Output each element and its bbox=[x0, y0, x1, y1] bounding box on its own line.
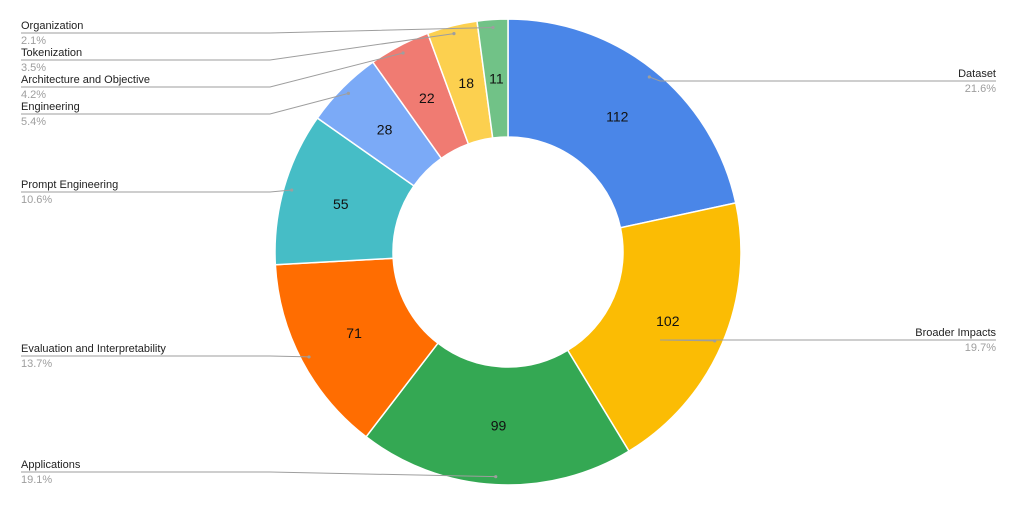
slice-value-engineering: 28 bbox=[377, 121, 393, 137]
leader-dot-tokenization bbox=[452, 31, 456, 36]
leader-line-applications bbox=[21, 471, 496, 478]
leader-dot-dataset bbox=[647, 75, 651, 79]
slice-value-evaluation-and-interpretability: 71 bbox=[346, 325, 362, 341]
leader-line-dataset bbox=[649, 76, 996, 82]
slice-percent-evaluation-and-interpretability: 13.7% bbox=[21, 358, 52, 370]
slice-value-broader-impacts: 102 bbox=[656, 313, 680, 329]
slice-value-architecture-and-objective: 22 bbox=[419, 90, 435, 106]
leader-line-tokenization bbox=[21, 33, 455, 61]
slice-value-organization: 11 bbox=[489, 70, 504, 86]
leader-line-broader-impacts bbox=[659, 339, 996, 342]
leader-lines-group bbox=[21, 25, 996, 479]
leader-line-evaluation-and-interpretability bbox=[21, 355, 309, 358]
leader-dot-organization bbox=[491, 25, 495, 30]
slice-label-prompt-engineering: Prompt Engineering bbox=[21, 179, 118, 191]
leader-dot-prompt-engineering bbox=[290, 188, 294, 192]
slice-percent-architecture-and-objective: 4.2% bbox=[21, 89, 46, 101]
leader-line-organization bbox=[21, 27, 494, 34]
leader-dot-broader-impacts bbox=[713, 339, 717, 343]
slice-organization[interactable] bbox=[476, 18, 509, 139]
slice-percent-broader-impacts: 19.7% bbox=[965, 342, 996, 354]
leader-line-architecture-and-objective bbox=[21, 52, 404, 88]
slice-percent-tokenization: 3.5% bbox=[21, 62, 46, 74]
slice-label-engineering: Engineering bbox=[21, 101, 80, 113]
slice-label-evaluation-and-interpretability: Evaluation and Interpretability bbox=[21, 343, 166, 355]
labels-group: 112 Dataset 21.6% 102 Broader Impacts 19.7% 99… bbox=[21, 20, 996, 486]
slice-percent-prompt-engineering: 10.6% bbox=[21, 194, 52, 206]
slice-value-tokenization: 18 bbox=[458, 75, 474, 91]
slice-percent-dataset: 21.6% bbox=[965, 83, 996, 95]
slice-broader-impacts[interactable] bbox=[566, 202, 742, 453]
slice-label-broader-impacts: Broader Impacts bbox=[915, 327, 996, 339]
slice-label-dataset: Dataset bbox=[958, 68, 996, 80]
leader-dot-evaluation-and-interpretability bbox=[307, 355, 311, 359]
slice-applications[interactable] bbox=[365, 342, 630, 486]
leader-dot-architecture-and-objective bbox=[401, 51, 405, 55]
slice-label-organization: Organization bbox=[21, 20, 83, 32]
slices-group bbox=[274, 18, 742, 486]
slice-label-architecture-and-objective: Architecture and Objective bbox=[21, 74, 150, 86]
slice-dataset[interactable] bbox=[507, 18, 737, 229]
slice-value-dataset: 112 bbox=[606, 109, 629, 125]
slice-percent-applications: 19.1% bbox=[21, 474, 52, 486]
slice-label-applications: Applications bbox=[21, 459, 81, 471]
slice-value-applications: 99 bbox=[491, 418, 507, 434]
leader-line-engineering bbox=[21, 92, 349, 115]
leader-line-prompt-engineering bbox=[21, 189, 292, 193]
leader-dot-engineering bbox=[346, 91, 351, 95]
slice-value-prompt-engineering: 55 bbox=[333, 196, 349, 212]
slice-percent-engineering: 5.4% bbox=[21, 116, 46, 128]
slice-label-tokenization: Tokenization bbox=[21, 47, 82, 59]
slice-percent-organization: 2.1% bbox=[21, 35, 46, 47]
leader-dot-applications bbox=[494, 475, 498, 479]
